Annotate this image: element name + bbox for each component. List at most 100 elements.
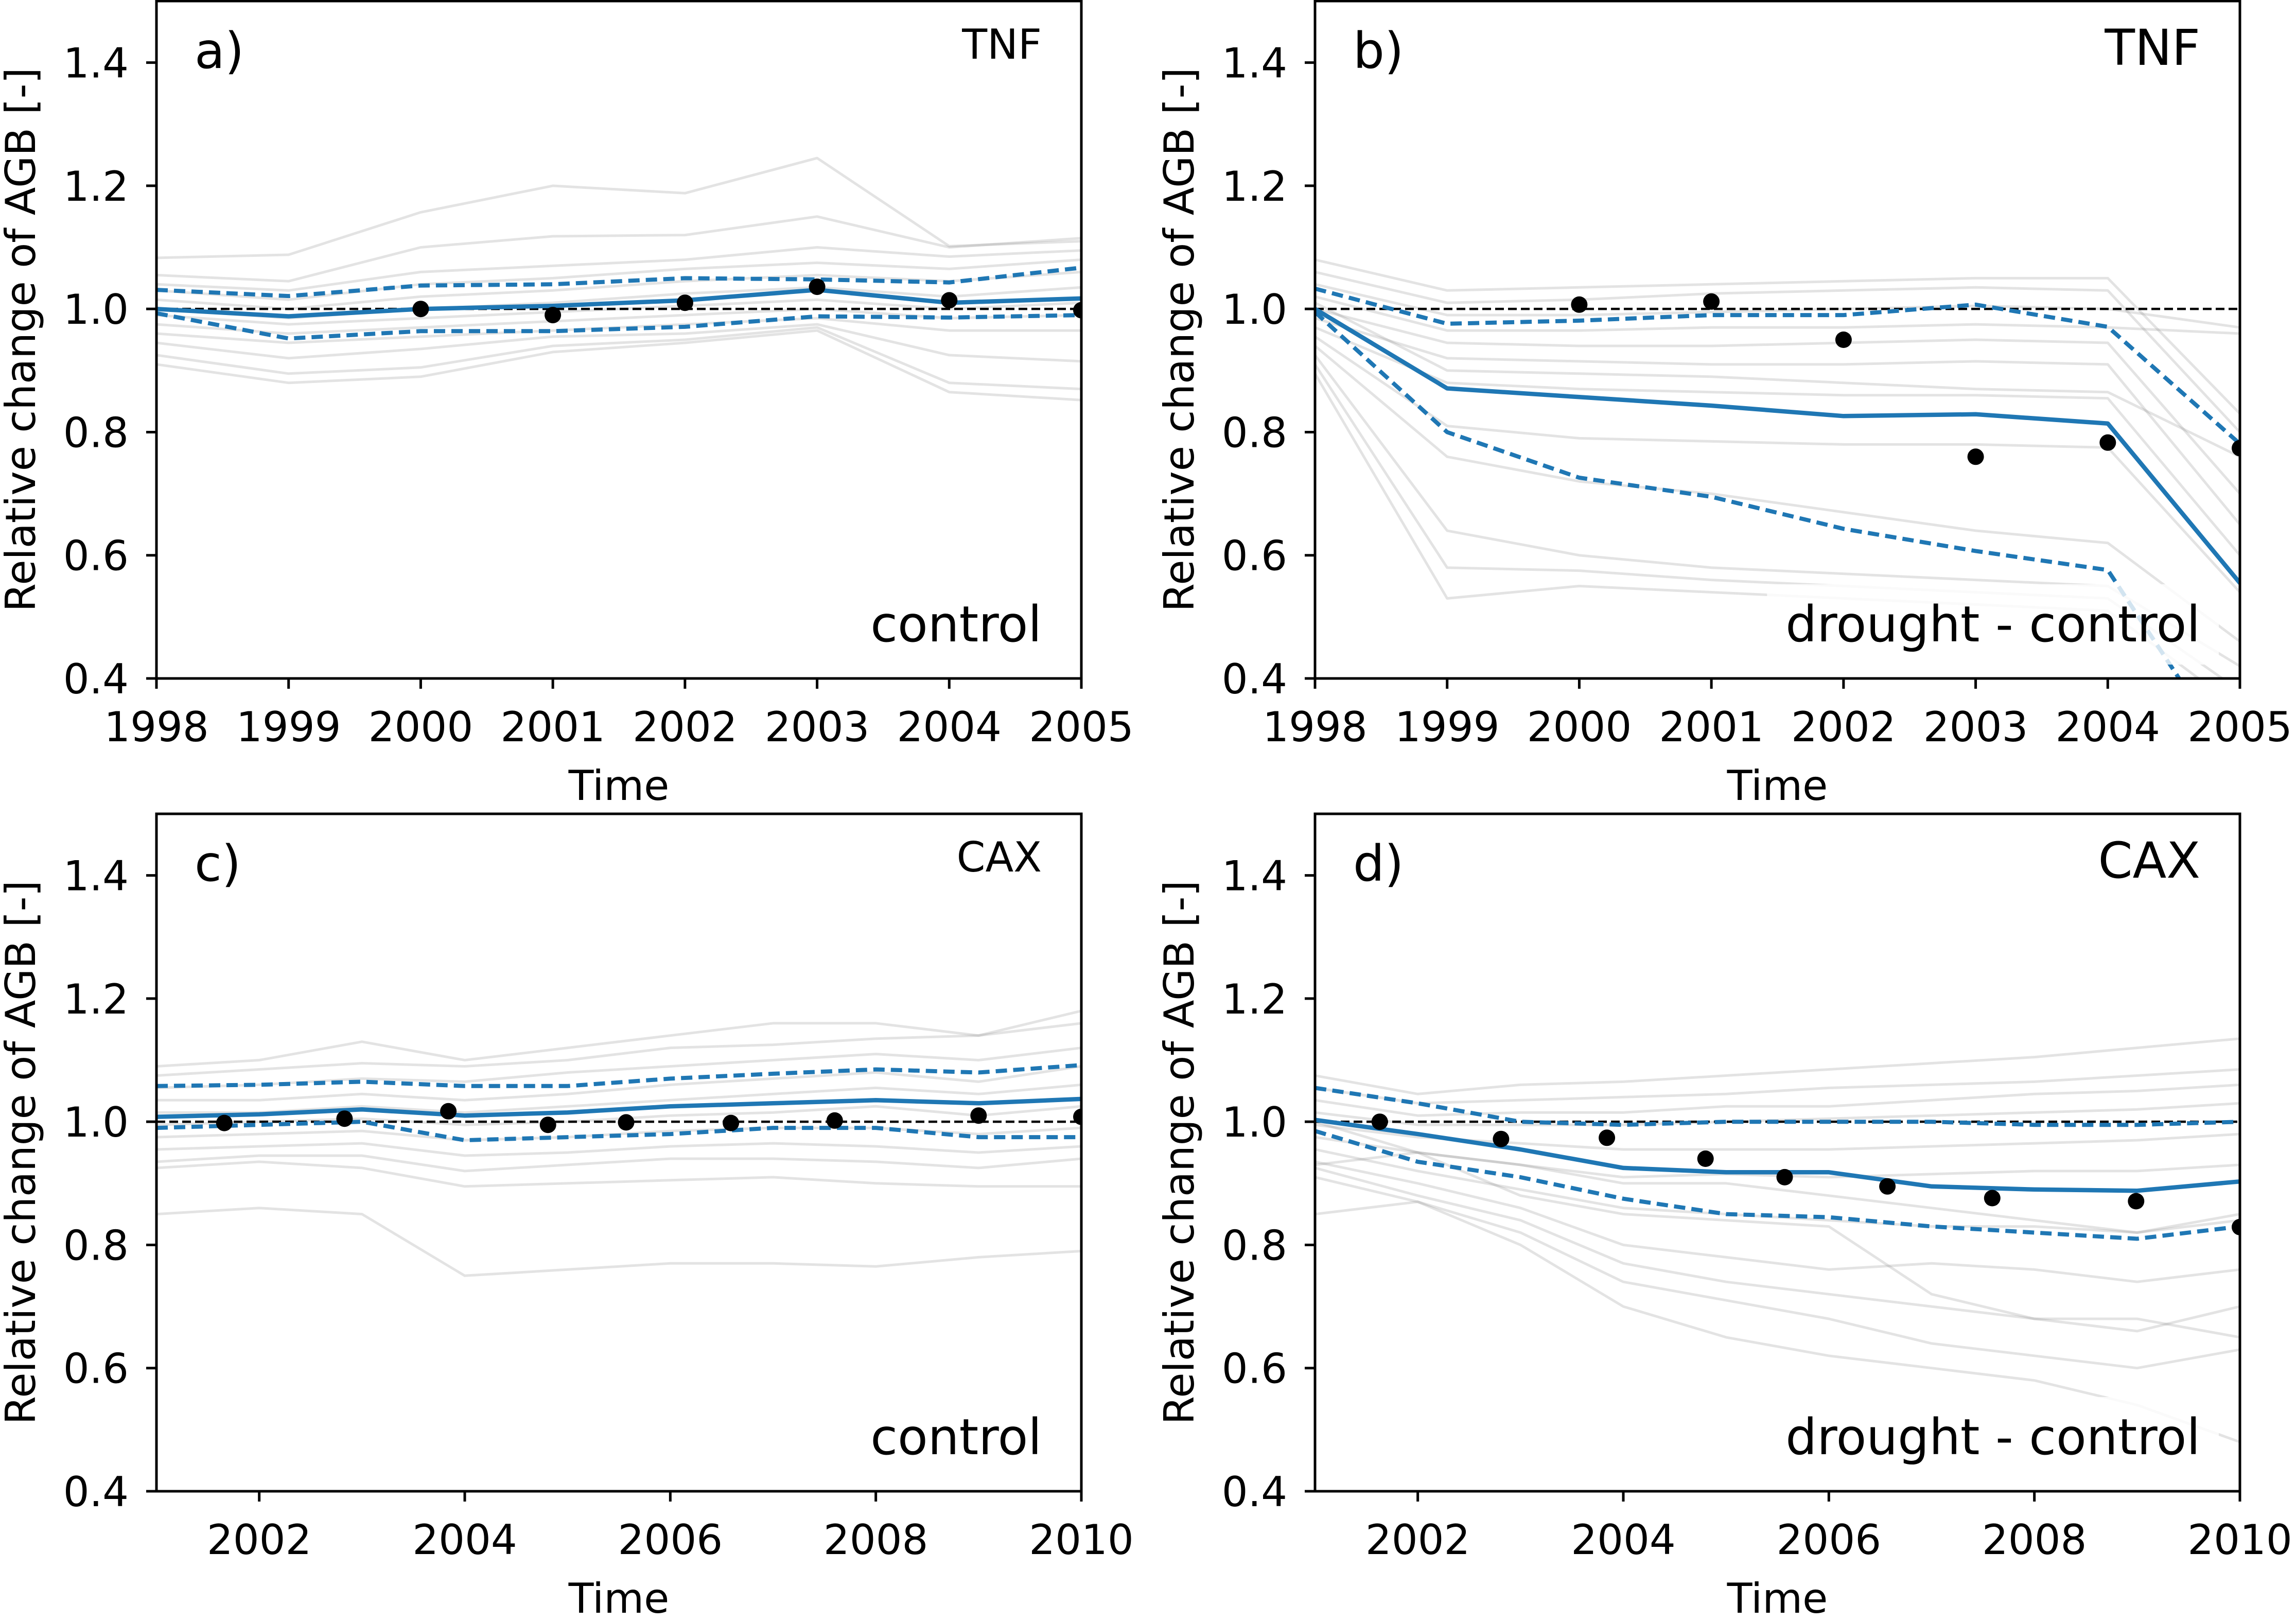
y-tick-label: 1.2	[63, 975, 129, 1023]
ensemble-member-line	[156, 298, 1081, 326]
central-line	[1315, 306, 2240, 585]
y-tick-label: 0.4	[63, 655, 129, 703]
plot-area	[156, 156, 1081, 402]
panel-label: c)	[195, 835, 241, 893]
x-tick-label: 1998	[104, 703, 209, 751]
upper-bound-line	[1315, 286, 2240, 446]
axes-frame	[155, 0, 1083, 680]
observation-point	[1703, 293, 1720, 310]
ensemble-member-line	[156, 156, 1081, 259]
x-axis-label: Time	[1727, 1575, 1828, 1622]
panel-label: d)	[1353, 835, 1404, 893]
x-tick-label: 1998	[1263, 703, 1368, 751]
upper-bound-line	[156, 266, 1081, 299]
x-tick-label: 2004	[897, 703, 1002, 751]
plot-area	[1315, 1037, 2240, 1443]
observation-point	[723, 1114, 740, 1131]
site-label: CAX	[2098, 832, 2200, 890]
observation-point	[1984, 1190, 2001, 1207]
y-tick-label: 0.8	[1222, 409, 1287, 457]
ensemble-member-line	[1315, 1120, 2240, 1234]
ensemble-member-line	[1315, 258, 2240, 415]
ensemble-member-line	[156, 1047, 1081, 1089]
observation-point	[545, 307, 562, 324]
observation-point	[1571, 296, 1588, 313]
x-tick-label: 2006	[618, 1516, 723, 1564]
x-tick-label: 2003	[1923, 703, 2028, 751]
x-tick-label: 2002	[633, 703, 738, 751]
scenario-label: control	[870, 1408, 1042, 1466]
scenario-label: drought - control	[1785, 596, 2200, 653]
observation-point	[1073, 302, 1081, 319]
ensemble-member-line	[156, 1154, 1081, 1173]
y-tick-label: 0.4	[1222, 655, 1287, 703]
ensemble-member-line	[1315, 1176, 2240, 1370]
x-tick-label: 2005	[1029, 703, 1134, 751]
scenario-label: drought - control	[1785, 1408, 2200, 1466]
observation-point	[826, 1112, 843, 1129]
y-tick-label: 0.6	[1222, 532, 1287, 580]
axes-frame	[1313, 812, 2241, 1493]
upper-bound-line	[1315, 1086, 2240, 1127]
ensemble-member-line	[156, 1160, 1081, 1188]
y-tick-label: 0.6	[63, 1345, 129, 1393]
y-tick-label: 1.4	[63, 40, 129, 88]
ensemble-member-line	[156, 1207, 1081, 1277]
ensemble-member-line	[1315, 1037, 2240, 1095]
x-tick-label: 1999	[236, 703, 341, 751]
observation-point	[809, 278, 826, 295]
scenario-label-box	[1767, 584, 2219, 665]
x-axis-label: Time	[1727, 762, 1828, 810]
y-tick-label: 1.0	[63, 286, 129, 334]
panel-label: b)	[1353, 22, 1404, 80]
y-axis-label: Relative change of AGB [-]	[1155, 880, 1203, 1424]
x-tick-label: 1999	[1395, 703, 1500, 751]
y-tick-label: 1.2	[1222, 975, 1287, 1023]
x-tick-label: 2003	[765, 703, 870, 751]
x-axis-label: Time	[568, 762, 670, 810]
ensemble-member-line	[156, 329, 1081, 402]
observation-point	[1599, 1129, 1616, 1146]
x-tick-label: 2002	[1791, 703, 1896, 751]
ensemble-member-line	[1315, 301, 2240, 458]
observation-point	[539, 1117, 556, 1133]
lower-bound-line	[156, 311, 1081, 341]
ensemble-member-line	[1315, 326, 2240, 556]
observation-point	[412, 301, 429, 318]
ensemble-member-line	[156, 1065, 1081, 1102]
y-tick-label: 1.0	[1222, 1098, 1287, 1146]
x-tick-label: 2001	[500, 703, 605, 751]
x-tick-label: 2000	[369, 703, 474, 751]
observation-point	[1879, 1178, 1896, 1195]
ensemble-member-line	[1315, 1151, 2240, 1339]
panel-a: control a) TNF 1998 1999 2000 2001 2002 2003 2004…	[0, 0, 1134, 810]
plot-area	[1315, 258, 2240, 678]
ensemble-member-line	[1315, 1123, 2240, 1151]
observation-point	[2232, 440, 2240, 457]
observation-point	[2128, 1193, 2145, 1210]
y-tick-label: 0.4	[1222, 1468, 1287, 1516]
central-line	[1315, 1118, 2240, 1193]
ensemble-member-line	[1315, 307, 2240, 495]
central-line	[156, 287, 1081, 319]
x-tick-label: 2010	[2187, 1516, 2292, 1564]
ensemble-member-line	[1315, 1160, 2240, 1283]
y-tick-label: 0.8	[63, 1222, 129, 1269]
x-tick-label: 2004	[1571, 1516, 1676, 1564]
ensemble-member-line	[156, 246, 1081, 292]
ensemble-member-line	[1315, 1083, 2240, 1117]
observation-point	[1697, 1150, 1714, 1167]
y-tick-label: 0.8	[63, 409, 129, 457]
x-tick-label: 2000	[1527, 703, 1632, 751]
y-tick-label: 0.6	[1222, 1345, 1287, 1393]
observation-point	[676, 294, 693, 311]
ensemble-member-line	[1315, 270, 2240, 433]
ensemble-member-line	[156, 326, 1081, 391]
observation-point	[216, 1114, 233, 1131]
x-tick-label: 2008	[1982, 1516, 2087, 1564]
site-label: CAX	[957, 833, 1042, 881]
panel-label: a)	[195, 22, 244, 80]
lower-bound-line	[156, 1120, 1081, 1143]
x-tick-label: 2006	[1777, 1516, 1882, 1564]
x-tick-label: 2002	[1365, 1516, 1470, 1564]
